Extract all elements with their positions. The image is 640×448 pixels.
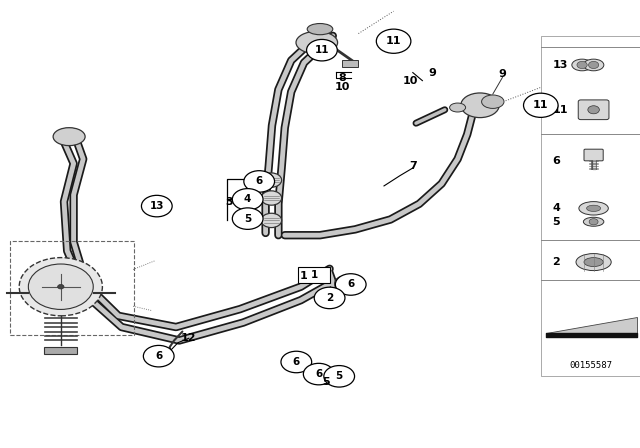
Text: 11: 11	[533, 100, 548, 110]
Circle shape	[376, 29, 411, 53]
Polygon shape	[342, 60, 358, 67]
Text: 7: 7	[409, 161, 417, 171]
Circle shape	[232, 208, 263, 229]
Text: 6: 6	[347, 280, 355, 289]
Circle shape	[141, 195, 172, 217]
Ellipse shape	[584, 258, 604, 267]
Ellipse shape	[296, 31, 338, 54]
Circle shape	[335, 274, 366, 295]
Ellipse shape	[481, 95, 504, 108]
FancyBboxPatch shape	[579, 100, 609, 120]
Text: 13: 13	[552, 60, 568, 70]
Text: 13: 13	[150, 201, 164, 211]
Text: 3: 3	[225, 198, 233, 207]
Text: 11: 11	[315, 45, 329, 55]
Circle shape	[261, 173, 282, 187]
Circle shape	[148, 348, 168, 362]
Text: 12: 12	[181, 333, 196, 343]
Circle shape	[589, 219, 598, 225]
Circle shape	[308, 366, 328, 380]
Text: 9: 9	[499, 69, 506, 79]
Text: 4: 4	[244, 194, 252, 204]
Text: 9: 9	[428, 68, 436, 78]
FancyBboxPatch shape	[44, 347, 77, 354]
Text: 6: 6	[315, 369, 323, 379]
Circle shape	[322, 289, 342, 303]
FancyBboxPatch shape	[584, 149, 604, 161]
Text: 2: 2	[326, 293, 333, 303]
Text: 10: 10	[335, 82, 350, 92]
Circle shape	[589, 61, 599, 69]
Ellipse shape	[461, 93, 499, 117]
Text: 5: 5	[552, 217, 560, 227]
FancyBboxPatch shape	[541, 36, 640, 376]
Text: 4: 4	[552, 203, 560, 213]
Text: 6: 6	[552, 156, 560, 166]
Circle shape	[143, 345, 174, 367]
Ellipse shape	[449, 103, 466, 112]
Circle shape	[577, 61, 588, 69]
Circle shape	[335, 276, 355, 290]
Text: 11: 11	[386, 36, 401, 46]
Circle shape	[261, 213, 282, 228]
Text: 5: 5	[323, 377, 330, 387]
Ellipse shape	[587, 205, 600, 211]
Ellipse shape	[307, 23, 333, 35]
Circle shape	[289, 353, 310, 368]
Circle shape	[524, 93, 558, 117]
Text: 11: 11	[552, 105, 568, 115]
FancyBboxPatch shape	[298, 267, 330, 283]
Circle shape	[303, 363, 334, 385]
Circle shape	[28, 264, 93, 310]
Ellipse shape	[584, 59, 604, 71]
Circle shape	[327, 368, 348, 383]
Circle shape	[307, 39, 337, 61]
Circle shape	[588, 106, 600, 114]
Text: 1: 1	[310, 270, 318, 280]
Text: 6: 6	[155, 351, 163, 361]
Text: 10: 10	[403, 76, 418, 86]
Text: 5: 5	[244, 214, 252, 224]
Circle shape	[324, 366, 355, 387]
Text: 2: 2	[552, 257, 560, 267]
Ellipse shape	[579, 202, 609, 215]
Circle shape	[281, 351, 312, 373]
Text: 5: 5	[335, 371, 343, 381]
Text: 1: 1	[300, 271, 308, 280]
Circle shape	[261, 191, 282, 205]
Ellipse shape	[572, 59, 593, 71]
Ellipse shape	[576, 254, 611, 271]
Text: 8: 8	[339, 73, 346, 83]
Circle shape	[244, 171, 275, 192]
Ellipse shape	[584, 217, 604, 226]
Circle shape	[58, 284, 64, 289]
Ellipse shape	[53, 128, 85, 146]
Circle shape	[19, 258, 102, 316]
Text: 6: 6	[292, 357, 300, 367]
Text: 00155587: 00155587	[569, 361, 612, 370]
Polygon shape	[546, 317, 637, 333]
Text: 6: 6	[255, 177, 263, 186]
Circle shape	[314, 287, 345, 309]
Circle shape	[232, 189, 263, 210]
